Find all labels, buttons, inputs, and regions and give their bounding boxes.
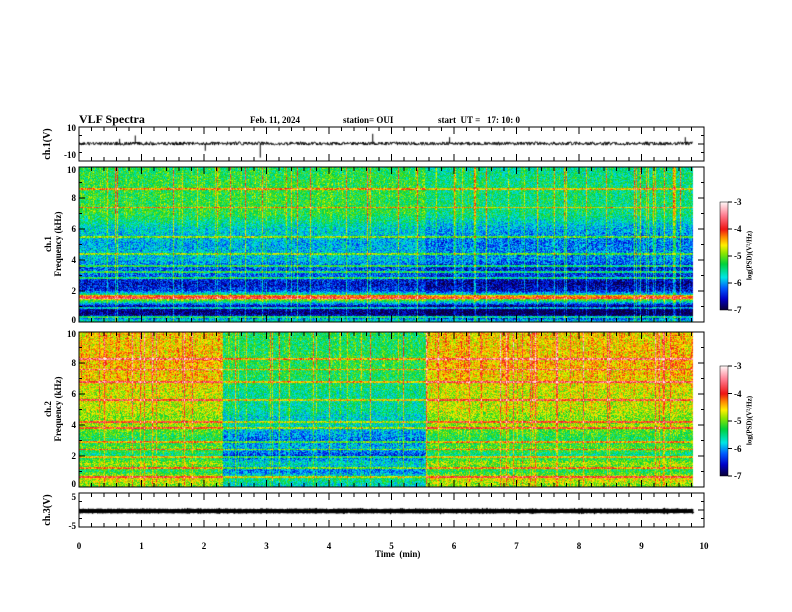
x-tick-label: 8: [576, 541, 582, 551]
colorbar-frame: [719, 365, 729, 477]
y-tick-label: 6: [71, 224, 77, 234]
ch1-ylabel: ch.1(V): [42, 128, 53, 160]
y-tick-label: 4: [71, 255, 77, 265]
panel-frame: [78, 166, 705, 323]
x-axis-label: Time (min): [375, 549, 421, 559]
x-tick-label: 0: [76, 541, 82, 551]
y-tick-label: 2: [71, 451, 77, 461]
ch2-spectrogram: [79, 332, 704, 487]
x-tick-label: 9: [639, 541, 644, 551]
y-tick-label: 10: [67, 165, 76, 175]
y-tick-label: 0: [71, 479, 77, 489]
x-tick-label: 5: [389, 541, 394, 551]
colorbar-tick-label: -4: [734, 224, 742, 234]
colorbar-tick-label: -6: [734, 278, 742, 288]
x-tick-label: 3: [264, 541, 269, 551]
x-tick-label: 10: [699, 541, 709, 551]
ch1-spectrogram-ylabel: ch.1 Frequency (kHz): [43, 211, 63, 277]
colorbar-tick-label: -6: [734, 443, 742, 454]
y-tick-label: 5: [71, 492, 77, 502]
colorbar-tick-label: -5: [734, 251, 742, 261]
colorbar-tick-label: -7: [734, 471, 742, 481]
ch2-colorbar: [720, 366, 728, 476]
colorbar-tick-label: -7: [734, 305, 742, 315]
y-tick-label: 10: [67, 123, 76, 133]
x-tick-label: 7: [514, 541, 519, 551]
x-tick-label: 1: [139, 541, 144, 551]
y-tick-label: 8: [71, 193, 77, 203]
colorbar-tick-label: -4: [734, 388, 742, 399]
ch2-colorbar-label: log(PSD)(V²/Hz): [745, 395, 754, 446]
x-tick-label: 4: [326, 541, 332, 551]
x-tick-label: 6: [451, 541, 457, 551]
station-label: station= OUI: [343, 115, 394, 125]
x-tick-label: 2: [201, 541, 207, 551]
y-tick-label: 0: [71, 315, 77, 325]
ch3-ylabel: ch.3(V): [42, 494, 53, 526]
colorbar-tick-label: -5: [734, 416, 742, 426]
ch1-colorbar-label: log(PSD)(V²/Hz): [745, 230, 754, 281]
panel-frame: [78, 331, 705, 488]
colorbar-tick-label: -3: [734, 361, 742, 371]
y-tick-label: -10: [64, 150, 76, 160]
y-tick-label: 6: [71, 389, 77, 399]
y-tick-label: 8: [71, 358, 77, 368]
colorbar-tick-label: -3: [734, 197, 742, 207]
ch1-colorbar: [720, 202, 728, 310]
ch1-spectrogram: [79, 167, 704, 322]
figure-title: VLF Spectra: [79, 112, 145, 126]
ch2-spectrogram-ylabel: ch.2 Frequency (kHz): [43, 376, 63, 442]
colorbar-frame: [719, 201, 729, 311]
y-tick-label: 10: [67, 329, 76, 339]
start-time-label: start UT = 17: 10: 0: [438, 115, 520, 125]
y-tick-label: -5: [68, 521, 77, 531]
date-label: Feb. 11, 2024: [250, 115, 301, 125]
y-tick-label: 2: [71, 286, 77, 296]
y-tick-label: 4: [71, 420, 77, 430]
